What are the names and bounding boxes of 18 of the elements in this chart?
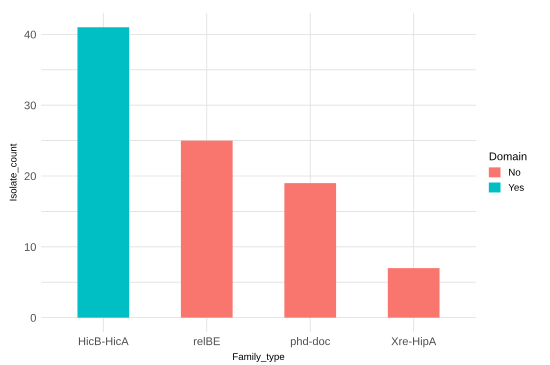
y-tick-label: 40 <box>24 30 36 39</box>
y-tick-label: 30 <box>24 101 36 110</box>
legend-title: Domain <box>490 152 526 160</box>
x-tick-label: HicB-HicA <box>78 337 129 346</box>
x-tick-label: Xre-HipA <box>391 337 436 348</box>
x-axis-title: Family_type <box>233 352 284 362</box>
bar <box>388 268 440 318</box>
legend-label: No <box>509 168 520 176</box>
y-tick-label: 0 <box>30 314 36 322</box>
bar <box>77 27 130 318</box>
x-tick-label: phd-doc <box>290 337 330 348</box>
x-tick-label: relBE <box>194 337 220 346</box>
legend-label: Yes <box>508 184 524 191</box>
y-tick-label: 10 <box>24 243 36 251</box>
bar <box>284 183 336 318</box>
y-axis-title: Isolate_count <box>9 144 18 200</box>
bar <box>180 140 233 318</box>
y-tick-label: 20 <box>24 172 36 180</box>
